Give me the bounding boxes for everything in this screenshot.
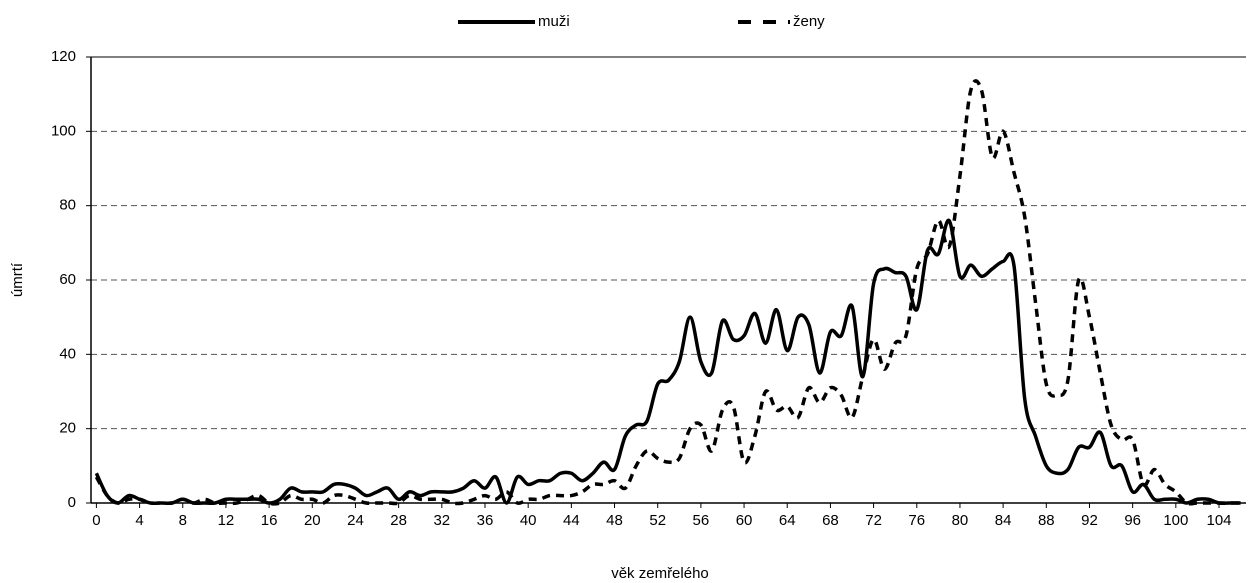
legend-label: ženy: [793, 13, 825, 30]
x-tick-label: 12: [218, 512, 235, 529]
x-tick-label: 76: [908, 512, 925, 529]
x-tick-label: 36: [477, 512, 494, 529]
x-tick-label: 28: [390, 512, 407, 529]
x-tick-label: 88: [1038, 512, 1055, 529]
x-tick-label: 80: [952, 512, 969, 529]
x-tick-label: 96: [1124, 512, 1141, 529]
x-tick-label: 100: [1163, 512, 1188, 529]
x-tick-label: 52: [649, 512, 666, 529]
x-tick-label: 16: [261, 512, 278, 529]
x-tick-label: 104: [1206, 512, 1231, 529]
y-tick-label: 60: [59, 271, 76, 288]
y-tick-label: 0: [68, 494, 76, 511]
x-tick-label: 8: [179, 512, 187, 529]
y-tick-label: 120: [51, 48, 76, 65]
x-tick-label: 92: [1081, 512, 1098, 529]
x-tick-label: 0: [92, 512, 100, 529]
x-tick-label: 84: [995, 512, 1012, 529]
series-line: [94, 218, 1241, 506]
x-axis-label: věk zemřelého: [611, 565, 709, 582]
x-tick-label: 20: [304, 512, 321, 529]
y-axis-label: úmrtí: [9, 262, 26, 297]
legend-label: muži: [538, 13, 570, 30]
x-tick-label: 24: [347, 512, 364, 529]
x-tick-label: 40: [520, 512, 537, 529]
y-tick-label: 100: [51, 122, 76, 139]
series-line: [94, 79, 1241, 506]
y-tick-label: 80: [59, 197, 76, 214]
x-tick-label: 68: [822, 512, 839, 529]
x-tick-label: 44: [563, 512, 580, 529]
x-tick-label: 72: [865, 512, 882, 529]
x-tick-label: 48: [606, 512, 623, 529]
x-tick-label: 4: [135, 512, 143, 529]
x-tick-label: 56: [693, 512, 710, 529]
y-tick-label: 20: [59, 420, 76, 437]
x-tick-label: 32: [433, 512, 450, 529]
x-tick-label: 60: [736, 512, 753, 529]
x-tick-label: 64: [779, 512, 796, 529]
y-tick-label: 40: [59, 345, 76, 362]
